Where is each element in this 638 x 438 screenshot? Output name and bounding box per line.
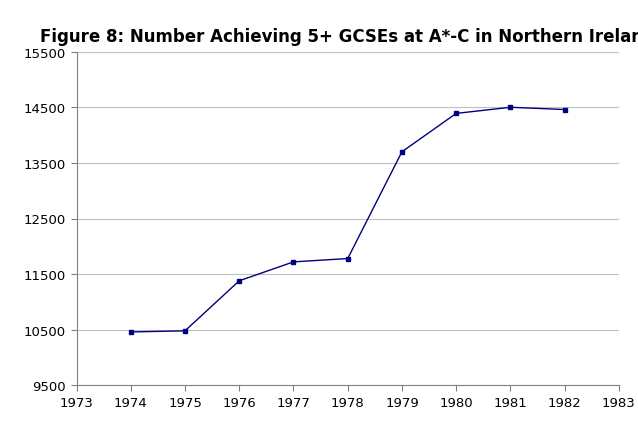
Title: Figure 8: Number Achieving 5+ GCSEs at A*-C in Northern Ireland: Figure 8: Number Achieving 5+ GCSEs at A…: [40, 28, 638, 46]
